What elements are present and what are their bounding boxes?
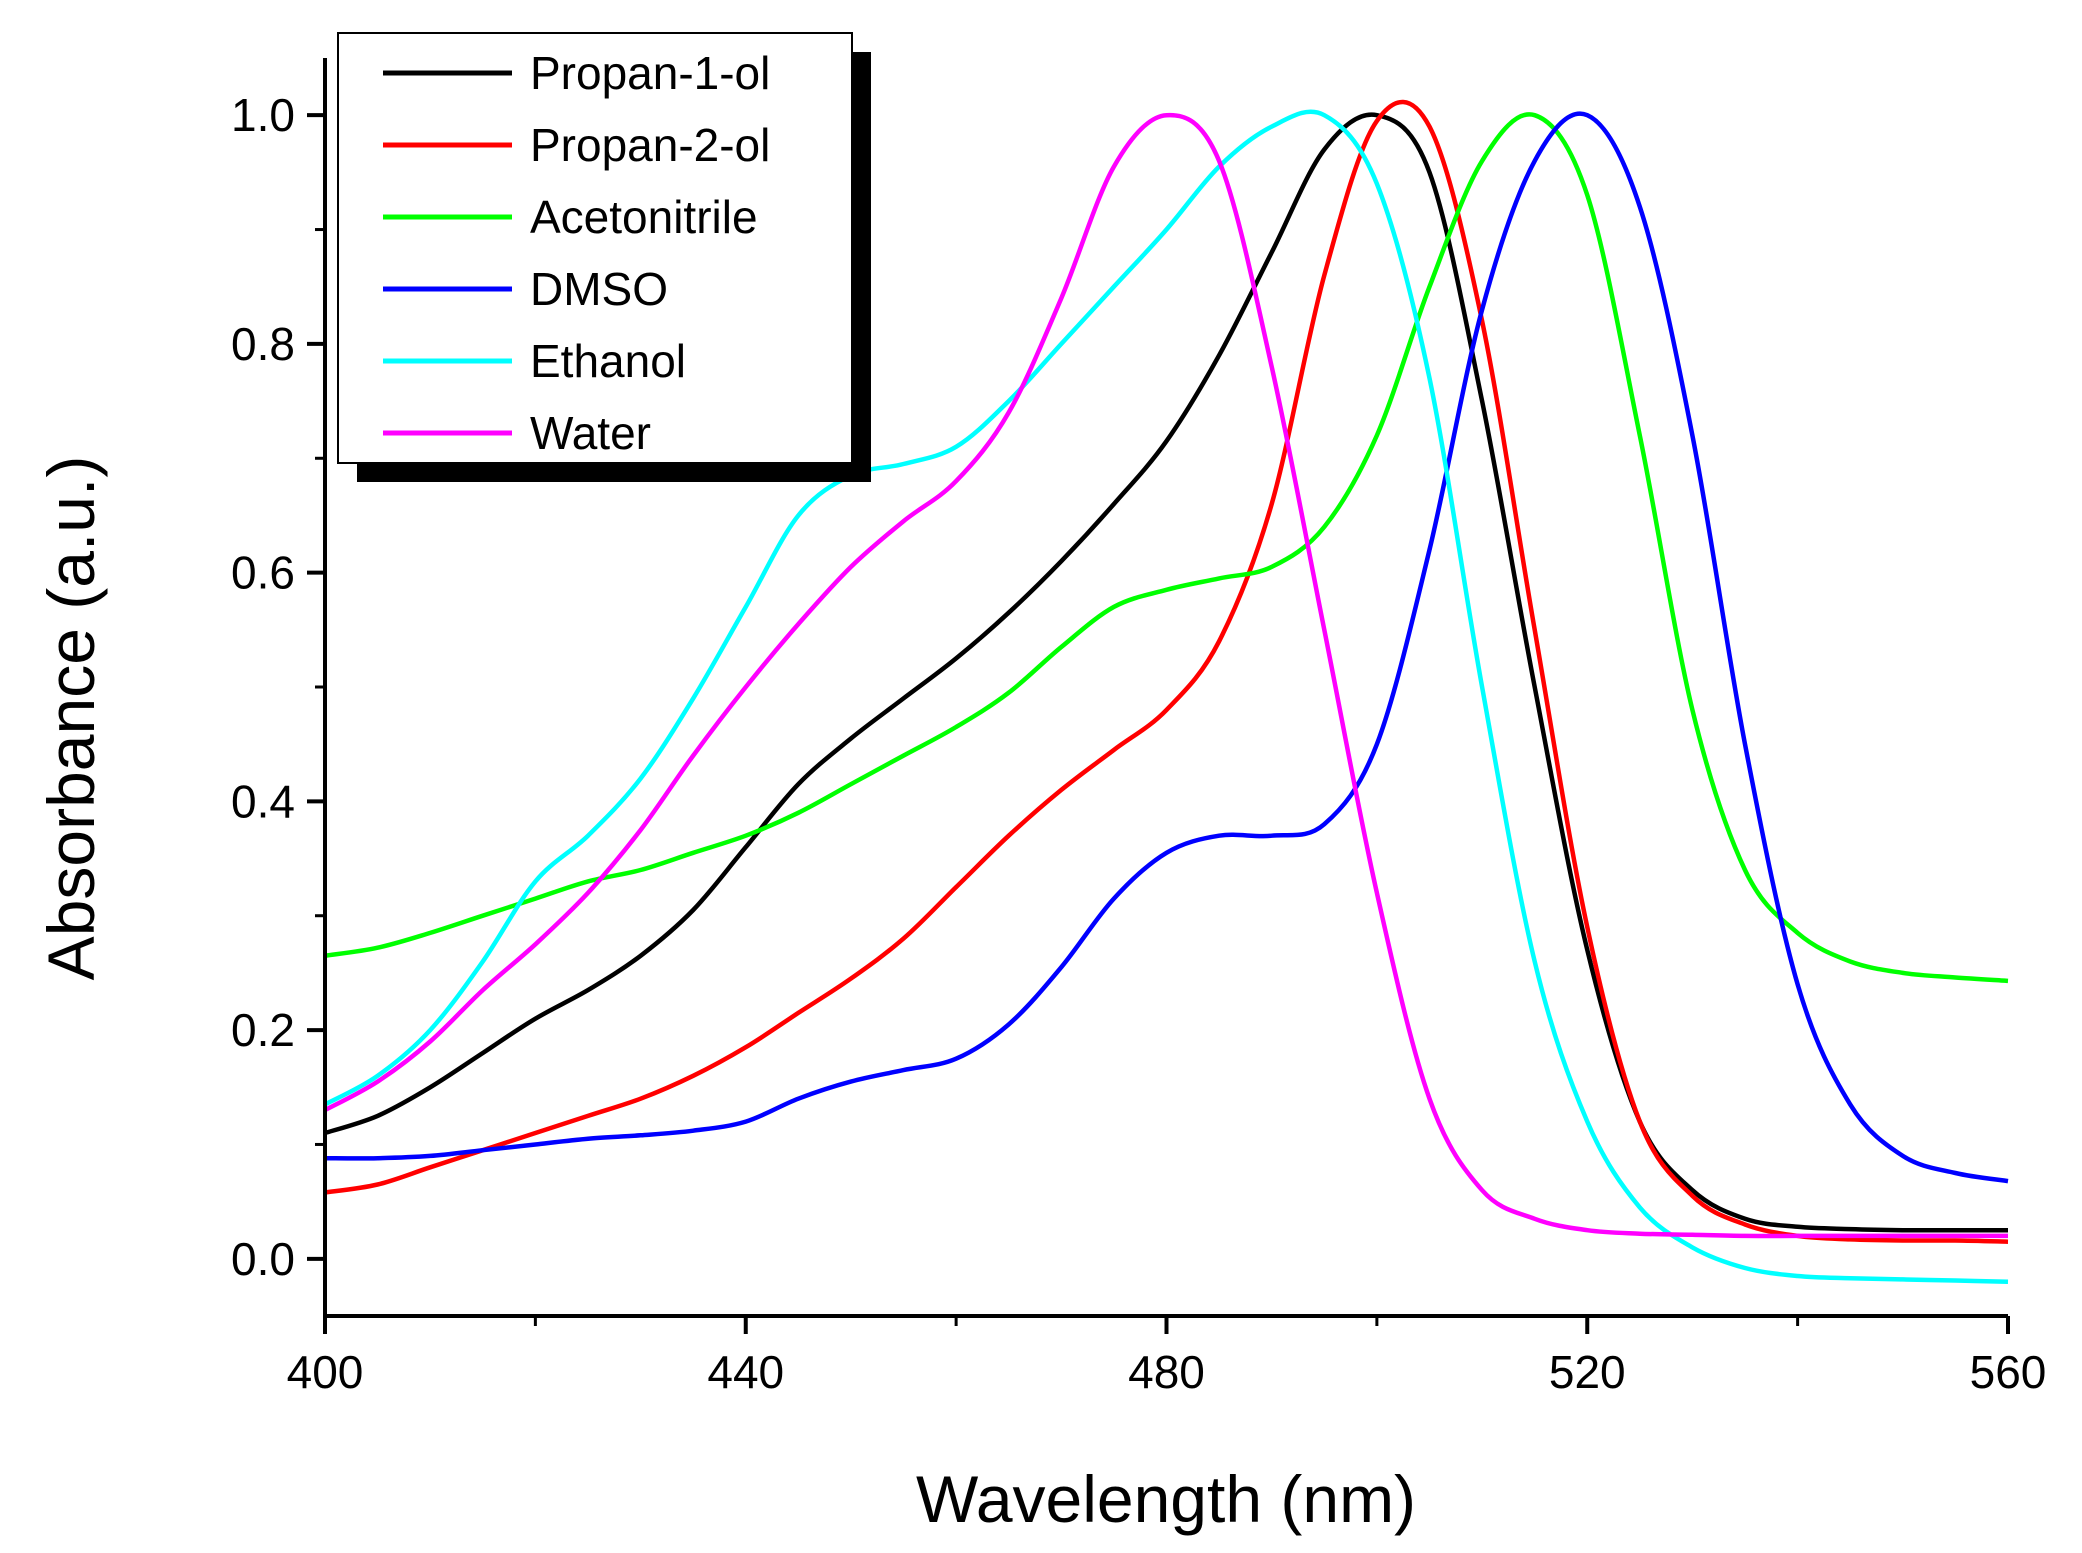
y-tick-label: 0.6 xyxy=(231,547,295,599)
series-line-propan-2-ol xyxy=(324,99,2009,1244)
legend-label-ethanol: Ethanol xyxy=(530,335,686,387)
legend-label-propan-2-ol: Propan-2-ol xyxy=(530,119,770,171)
y-axis-title: Absorbance (a.u.) xyxy=(34,456,108,981)
series-line-acetonitrile xyxy=(324,112,2009,984)
legend-label-dmso: DMSO xyxy=(530,263,668,315)
x-tick-label: 440 xyxy=(707,1346,784,1398)
y-tick-label: 0.4 xyxy=(231,775,295,827)
x-axis-title: Wavelength (nm) xyxy=(916,1462,1416,1536)
series-line-water xyxy=(323,112,2008,1239)
y-tick-label: 0.2 xyxy=(231,1004,295,1056)
y-tick-label: 1.0 xyxy=(231,89,295,141)
series-line-ethanol xyxy=(323,109,2009,1284)
y-tick-label: 0.8 xyxy=(231,318,295,370)
legend-box xyxy=(337,32,853,464)
x-tick-label: 520 xyxy=(1549,1346,1626,1398)
x-tick-label: 480 xyxy=(1128,1346,1205,1398)
legend: Propan-1-ol Propan-2-ol Acetonitrile DMSO Et… xyxy=(337,32,871,482)
x-tick-label: 400 xyxy=(287,1346,364,1398)
series-line-dmso xyxy=(324,111,2009,1184)
y-tick-label: 0.0 xyxy=(231,1233,295,1285)
series-layer xyxy=(323,99,2009,1284)
legend-items: Propan-1-ol Propan-2-ol Acetonitrile DMSO Et… xyxy=(383,47,770,459)
legend-label-acetonitrile: Acetonitrile xyxy=(530,191,758,243)
legend-label-propan-1-ol: Propan-1-ol xyxy=(530,47,770,99)
ticks-layer: 400 440 480 520 560 0.0 0.2 0.4 0.6 0.8 1.0 xyxy=(231,89,2046,1398)
series-line-propan-1-ol xyxy=(324,112,2008,1233)
x-tick-label: 560 xyxy=(1970,1346,2047,1398)
legend-label-water: Water xyxy=(530,407,651,459)
